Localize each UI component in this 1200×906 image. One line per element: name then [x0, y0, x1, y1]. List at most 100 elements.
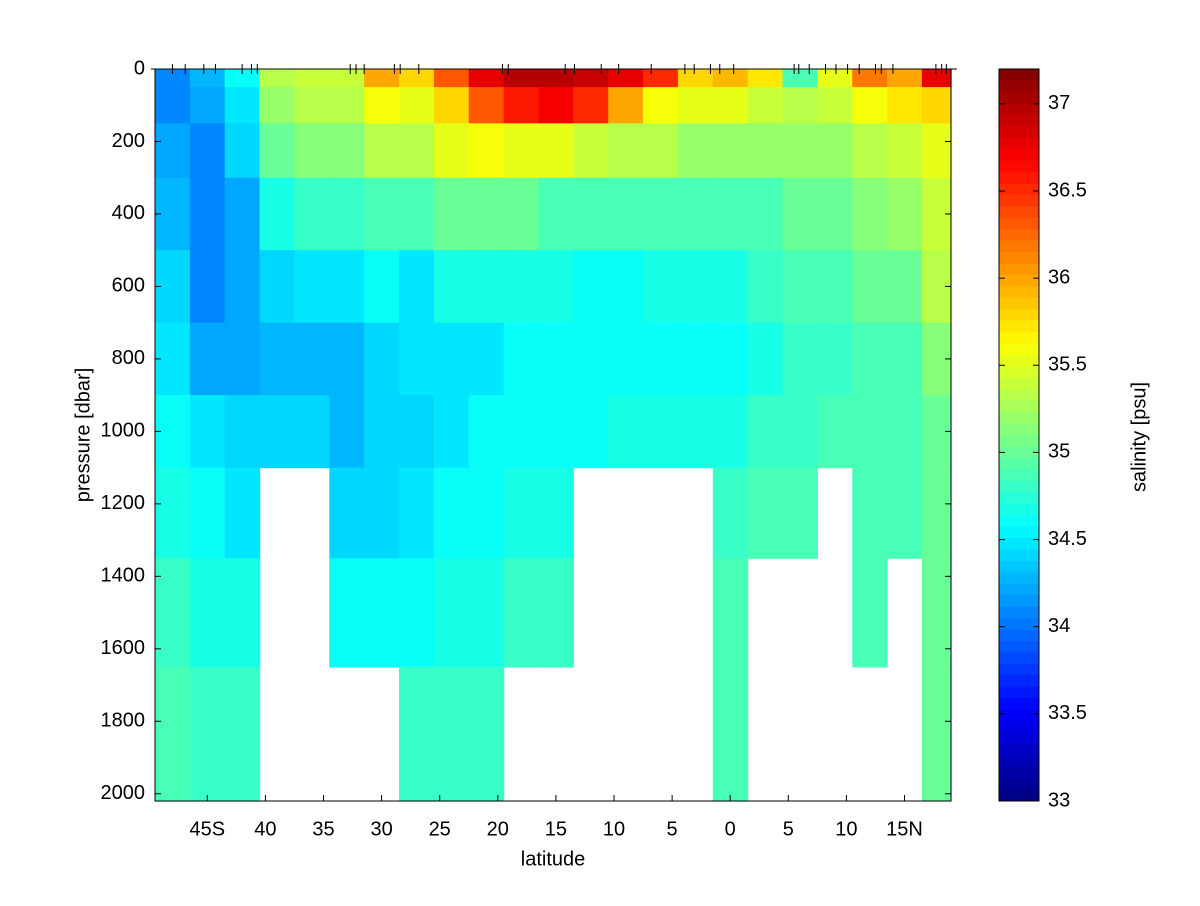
salinity-cell — [399, 69, 435, 88]
salinity-cell — [712, 123, 749, 179]
salinity-cell — [329, 467, 365, 559]
salinity-cell — [712, 87, 749, 124]
salinity-cell — [921, 87, 952, 124]
salinity-cell — [468, 87, 505, 124]
salinity-cell — [747, 322, 784, 396]
salinity-cell — [887, 87, 923, 124]
salinity-cell — [712, 395, 749, 469]
salinity-cell — [712, 177, 749, 251]
salinity-cell — [782, 250, 818, 324]
salinity-cell — [573, 395, 609, 469]
salinity-cell — [608, 322, 644, 396]
salinity-cell — [712, 467, 749, 559]
colorbar-label: salinity [psu] — [1128, 382, 1150, 492]
salinity-cell — [468, 177, 505, 251]
colorbar-tick-label: 36.5 — [1048, 179, 1087, 201]
salinity-cell — [921, 666, 952, 802]
colorbar-tick-label: 34.5 — [1048, 528, 1087, 550]
salinity-cell — [155, 467, 191, 559]
salinity-cell — [155, 558, 191, 668]
salinity-cell — [259, 395, 296, 469]
salinity-cell — [468, 123, 505, 179]
salinity-cell — [643, 123, 679, 179]
salinity-cell — [573, 177, 609, 251]
salinity-cell — [329, 69, 365, 88]
salinity-cell — [643, 250, 679, 324]
salinity-cell — [643, 87, 679, 124]
salinity-cell — [259, 177, 296, 251]
salinity-cell — [294, 250, 330, 324]
salinity-cell — [399, 322, 435, 396]
salinity-cell — [573, 69, 609, 88]
salinity-cell — [224, 177, 261, 251]
salinity-cell — [747, 123, 784, 179]
salinity-cell — [433, 666, 470, 802]
salinity-cell — [712, 558, 749, 668]
salinity-cell — [364, 123, 400, 179]
salinity-cell — [468, 250, 505, 324]
salinity-cell — [224, 666, 261, 802]
salinity-cell — [329, 177, 365, 251]
salinity-cell — [747, 87, 784, 124]
salinity-cell — [399, 123, 435, 179]
salinity-cell — [747, 250, 784, 324]
salinity-cell — [224, 250, 261, 324]
salinity-cell — [852, 87, 888, 124]
salinity-cell — [155, 666, 191, 802]
salinity-cell — [677, 177, 714, 251]
salinity-cell — [817, 177, 853, 251]
salinity-cell — [329, 395, 365, 469]
salinity-cell — [677, 87, 714, 124]
salinity-cell — [364, 87, 400, 124]
salinity-cell — [677, 395, 714, 469]
salinity-cell — [433, 322, 470, 396]
salinity-cell — [433, 177, 470, 251]
salinity-cell — [712, 250, 749, 324]
salinity-cell — [921, 69, 952, 88]
salinity-cell — [224, 467, 261, 559]
colorbar-tick-label: 35 — [1048, 441, 1070, 463]
salinity-cell — [608, 123, 644, 179]
salinity-cell — [782, 395, 818, 469]
salinity-cell — [782, 177, 818, 251]
x-tick-label: 5 — [667, 818, 678, 840]
salinity-cell — [294, 177, 330, 251]
salinity-cell — [468, 558, 505, 668]
salinity-cell — [399, 558, 435, 668]
x-tick-label: 0 — [725, 818, 736, 840]
salinity-cell — [468, 69, 505, 88]
salinity-cell — [782, 322, 818, 396]
x-tick-label: 25 — [429, 818, 451, 840]
salinity-cell — [189, 558, 226, 668]
salinity-cell — [503, 467, 540, 559]
salinity-cell — [538, 250, 574, 324]
salinity-cell — [364, 177, 400, 251]
y-tick-label: 2000 — [101, 782, 146, 804]
salinity-cell — [433, 87, 470, 124]
salinity-cell — [677, 322, 714, 396]
salinity-cell — [608, 69, 644, 88]
salinity-cell — [677, 250, 714, 324]
salinity-cell — [503, 558, 540, 668]
salinity-cell — [921, 467, 952, 559]
salinity-cell — [224, 322, 261, 396]
salinity-cell — [433, 123, 470, 179]
salinity-cell — [887, 467, 923, 559]
x-axis-label: latitude — [521, 848, 586, 870]
y-tick-label: 1200 — [101, 492, 146, 514]
salinity-cell — [887, 69, 923, 88]
salinity-cell — [399, 666, 435, 802]
salinity-cell — [503, 395, 540, 469]
salinity-cell — [259, 87, 296, 124]
salinity-cell — [573, 322, 609, 396]
salinity-cell — [573, 87, 609, 124]
salinity-cell — [712, 322, 749, 396]
salinity-cell — [503, 322, 540, 396]
salinity-cell — [817, 250, 853, 324]
salinity-cell — [887, 250, 923, 324]
x-tick-label: 15N — [886, 818, 923, 840]
salinity-cell — [887, 322, 923, 396]
salinity-cell — [468, 467, 505, 559]
salinity-cell — [503, 177, 540, 251]
